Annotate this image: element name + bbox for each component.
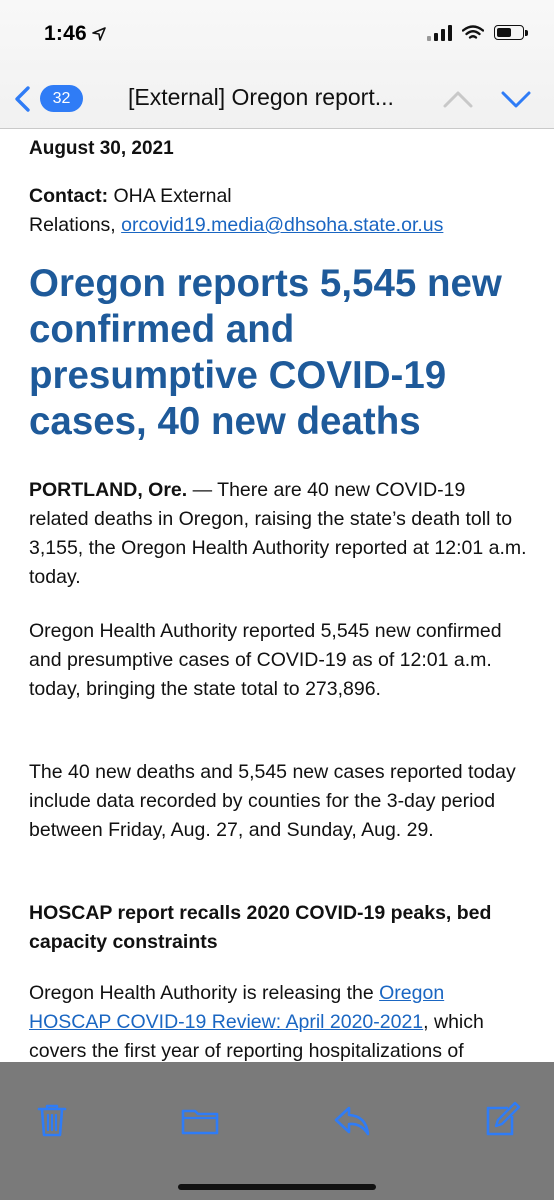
contact-text: OHA External	[108, 185, 232, 207]
reply-icon[interactable]	[332, 1100, 372, 1140]
contact-line: Contact: OHA External Relations, orcovid…	[29, 182, 529, 240]
message-subject: [External] Oregon report...	[128, 84, 394, 110]
release-date: August 30, 2021	[29, 138, 174, 159]
paragraph: The 40 new deaths and 5,545 new cases re…	[29, 761, 516, 841]
paragraph-text: Oregon Health Authority is releasing the	[29, 982, 380, 1004]
contact-text: Relations,	[29, 214, 122, 236]
home-indicator	[178, 1184, 376, 1190]
chevron-up-icon	[443, 91, 473, 108]
battery-icon	[494, 25, 528, 40]
chevron-left-icon[interactable]	[8, 82, 40, 116]
hoscap-report-link[interactable]: Oregon HOSCAP COVID-19 Review: April 202…	[29, 982, 445, 1033]
paragraph: Oregon Health Authority reported 5,545 n…	[29, 620, 502, 700]
bottom-toolbar	[0, 1062, 554, 1200]
chevron-down-icon[interactable]	[496, 82, 536, 116]
compose-icon[interactable]	[482, 1100, 522, 1140]
dateline: PORTLAND, Ore.	[29, 479, 188, 501]
contact-email-link[interactable]: orcovid19.media@dhsoha.state.or.us	[121, 214, 444, 236]
paragraph-text: — There are 40 new COVID-19 related deat…	[29, 479, 527, 588]
unread-count-badge[interactable]: 32	[40, 85, 83, 112]
status-indicators	[427, 24, 528, 41]
wifi-icon	[462, 24, 484, 39]
top-bar: 1:46 32 [External] Oregon report...	[0, 0, 554, 129]
folder-icon[interactable]	[180, 1100, 220, 1140]
section-heading: HOSCAP report recalls 2020 COVID-19 peak…	[29, 902, 492, 953]
location-arrow-icon	[92, 27, 106, 41]
paragraph: PORTLAND, Ore. — There are 40 new COVID-…	[29, 476, 529, 592]
cellular-signal-icon	[427, 24, 452, 41]
headline: Oregon reports 5,545 new confirmed and p…	[29, 262, 502, 443]
trash-icon[interactable]	[32, 1100, 72, 1140]
status-time: 1:46	[44, 22, 87, 45]
contact-label: Contact:	[29, 185, 109, 207]
